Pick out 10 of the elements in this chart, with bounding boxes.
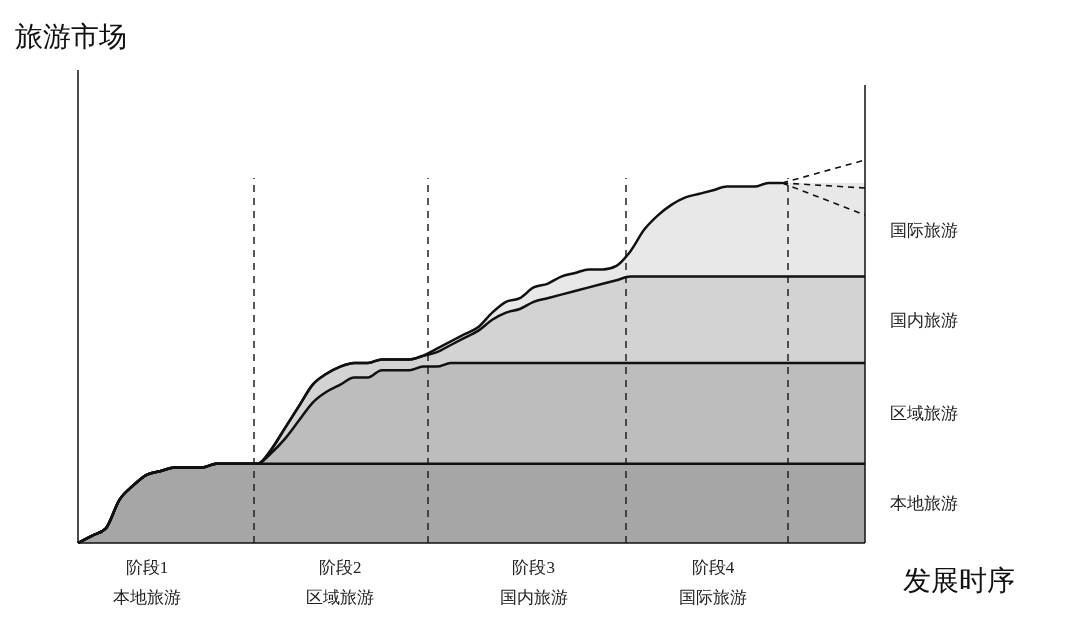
y-axis-title: 旅游市场	[15, 20, 127, 53]
series-label: 本地旅游	[890, 494, 958, 514]
x-tick-label: 阶段4 国际旅游	[679, 558, 748, 607]
x-tick-label: 阶段2 区域旅游	[306, 558, 375, 607]
series-label: 国际旅游	[890, 220, 958, 240]
x-tick-label: 阶段3 国内旅游	[499, 558, 568, 607]
series-label: 国内旅游	[890, 310, 958, 330]
x-axis-title: 发展时序	[903, 564, 1015, 597]
series-label: 区域旅游	[890, 404, 958, 424]
x-tick-label: 阶段1 本地旅游	[113, 558, 182, 607]
